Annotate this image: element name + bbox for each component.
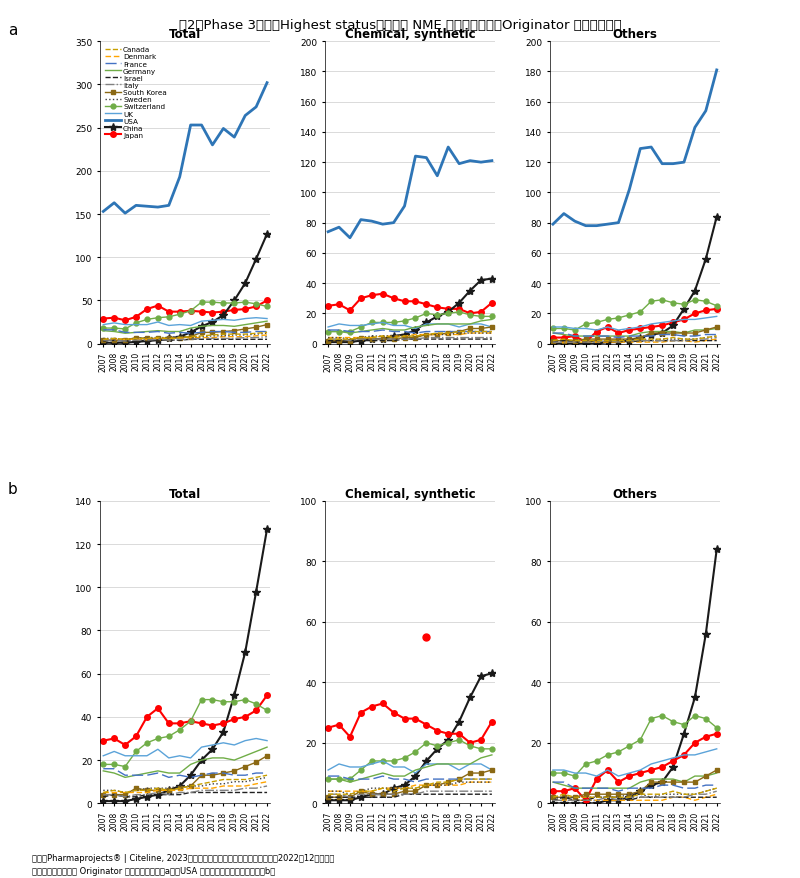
Text: 噣2　Phase 3段階（Highest status）にある NME 数の年次推移（Originator 企業国籍別）: 噣2 Phase 3段階（Highest status）にある NME 数の年次… (178, 19, 622, 32)
Title: Others: Others (612, 487, 658, 500)
Title: Chemical, synthetic: Chemical, synthetic (345, 487, 475, 500)
Legend: Canada, Denmark, France, Germany, Israel, Italy, South Korea, Sweden, Switzerlan: Canada, Denmark, France, Germany, Israel… (104, 46, 168, 140)
Text: b: b (8, 482, 18, 497)
Title: Total: Total (169, 28, 202, 41)
Title: Total: Total (169, 487, 202, 500)
Text: 出所：Pharmaprojects® | Citeline, 2023をもとに医薬産業政策研究所にて作成（2022年12月時点）
　集計対象とした全 Origi: 出所：Pharmaprojects® | Citeline, 2023をもとに医… (32, 853, 334, 875)
Title: Others: Others (612, 28, 658, 41)
Text: a: a (8, 23, 18, 38)
Title: Chemical, synthetic: Chemical, synthetic (345, 28, 475, 41)
